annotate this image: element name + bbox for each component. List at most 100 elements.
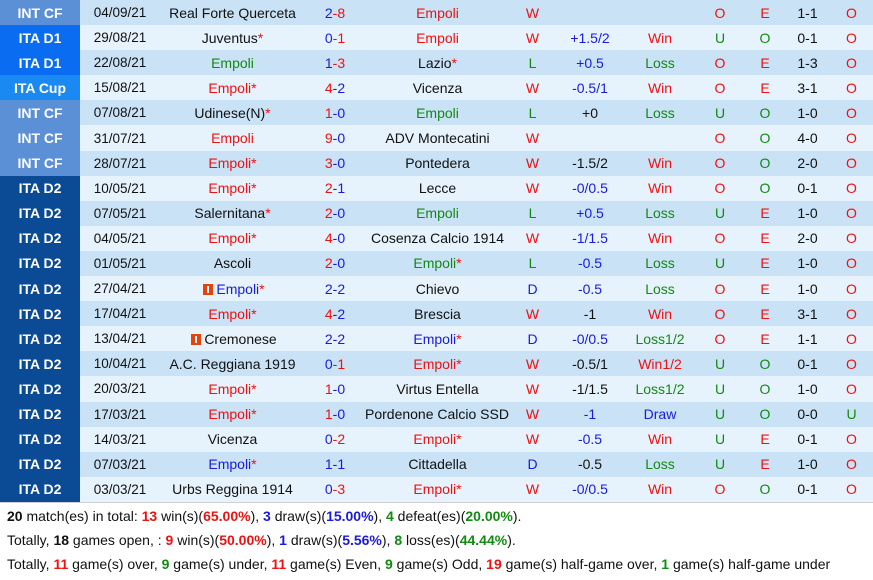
home-team-name[interactable]: Ascoli [213,255,252,272]
away-team-name[interactable]: ADV Montecatini [385,130,490,147]
home-team-name[interactable]: Empoli [208,155,252,172]
half-time-over-under: O [830,250,873,277]
score-cell[interactable]: 1-3 [305,50,365,76]
away-team-name[interactable]: Empoli [416,205,459,222]
league-badge[interactable]: ITA D2 [0,276,80,302]
league-badge[interactable]: ITA D2 [0,225,80,251]
score-cell[interactable]: 2-0 [305,250,365,277]
league-badge[interactable]: ITA D2 [0,326,80,352]
away-team-name[interactable]: Empoli [413,255,457,272]
away-team-cell: Lecce [365,175,510,201]
score-cell[interactable]: 4-2 [305,75,365,101]
handicap-result: Draw [625,401,695,427]
score-cell[interactable]: 4-0 [305,225,365,251]
score-cell[interactable]: 3-0 [305,150,365,176]
away-team-name[interactable]: Empoli [413,481,457,498]
away-team-name[interactable]: Vicenza [412,79,463,96]
league-badge[interactable]: INT CF [0,0,80,26]
home-team-name[interactable]: Empoli [208,456,252,473]
home-team-name[interactable]: Empoli [208,406,252,423]
half-time-score: 1-0 [785,376,830,402]
home-team-name[interactable]: Empoli [208,380,252,397]
score-cell[interactable]: 1-0 [305,401,365,427]
league-badge[interactable]: ITA D2 [0,250,80,277]
home-team-name[interactable]: Empoli [208,230,252,247]
league-badge[interactable]: ITA Cup [0,75,80,101]
handicap-line: +0.5 [555,200,625,226]
score-cell[interactable]: 2-0 [305,200,365,226]
odd-even: E [745,250,785,277]
score-cell[interactable]: 0-2 [305,426,365,452]
away-score: 2 [337,79,346,96]
league-badge[interactable]: ITA D2 [0,200,80,226]
home-team-name[interactable]: Urbs Reggina 1914 [172,481,293,498]
league-badge[interactable]: INT CF [0,100,80,126]
home-team-name[interactable]: Juventus [201,29,258,46]
away-team-name[interactable]: Empoli [413,355,457,372]
away-team-name[interactable]: Pordenone Calcio SSD [365,406,509,423]
away-team-name[interactable]: Pontedera [405,155,470,172]
half-time-over-under: O [830,351,873,377]
away-team-name[interactable]: Cosenza Calcio 1914 [370,230,505,247]
away-team-name[interactable]: Empoli [413,431,457,448]
score-cell[interactable]: 4-2 [305,301,365,327]
score-cell[interactable]: 2-1 [305,175,365,201]
league-badge[interactable]: INT CF [0,125,80,151]
league-badge[interactable]: ITA D2 [0,376,80,402]
home-team-name[interactable]: Cremonese [204,330,277,347]
score-cell[interactable]: 0-1 [305,25,365,51]
league-badge[interactable]: INT CF [0,150,80,176]
half-time-score: 0-1 [785,351,830,377]
home-team-name[interactable]: Empoli [208,79,252,96]
home-team-name[interactable]: Salernitana [194,205,266,222]
away-team-name[interactable]: Empoli [416,4,459,21]
score-cell[interactable]: 2-2 [305,276,365,302]
home-team-name[interactable]: Empoli [211,130,254,147]
away-team-name[interactable]: Brescia [414,305,461,322]
half-time-score: 1-0 [785,250,830,277]
away-team-name[interactable]: Cittadella [408,456,467,473]
away-team-name[interactable]: Lecce [418,180,457,197]
score-cell[interactable]: 0-1 [305,351,365,377]
score-cell[interactable]: 1-1 [305,451,365,477]
home-team-name[interactable]: Empoli [216,280,260,297]
home-team-name[interactable]: Empoli [208,305,252,322]
score-cell[interactable]: 9-0 [305,125,365,151]
league-badge[interactable]: ITA D2 [0,401,80,427]
league-badge[interactable]: ITA D2 [0,476,80,502]
away-team-name[interactable]: Empoli [416,29,459,46]
score-cell[interactable]: 1-0 [305,376,365,402]
league-badge[interactable]: ITA D2 [0,301,80,327]
home-team-name[interactable]: Vicenza [207,431,258,448]
match-date: 14/03/21 [80,426,160,452]
away-team-name[interactable]: Chievo [415,280,460,297]
score-cell[interactable]: 2-2 [305,326,365,352]
league-badge[interactable]: ITA D2 [0,175,80,201]
home-team-name[interactable]: Real Forte Querceta [169,4,296,21]
league-badge[interactable]: ITA D2 [0,351,80,377]
home-score: 0 [324,355,333,372]
home-marker-star: * [251,406,257,423]
home-score: 1 [324,104,333,121]
odd-even: E [745,50,785,76]
league-badge[interactable]: ITA D2 [0,426,80,452]
home-team-name[interactable]: Udinese(N) [194,104,266,121]
away-team-name[interactable]: Empoli [416,104,459,121]
half-time-score: 3-1 [785,75,830,101]
score-cell[interactable]: 1-0 [305,100,365,126]
home-team-name[interactable]: Empoli [208,180,252,197]
home-team-cell: Empoli* [160,150,305,176]
league-badge[interactable]: ITA D1 [0,50,80,76]
home-score: 9 [324,130,333,147]
summary-stat-value: 3 [263,507,271,524]
league-badge[interactable]: ITA D2 [0,451,80,477]
away-team-name[interactable]: Virtus Entella [396,380,479,397]
score-cell[interactable]: 2-8 [305,0,365,26]
result-wdl: W [510,25,555,51]
score-cell[interactable]: 0-3 [305,476,365,502]
home-team-name[interactable]: Empoli [211,54,254,71]
away-team-name[interactable]: Empoli [413,330,457,347]
home-team-name[interactable]: A.C. Reggiana 1919 [169,355,296,372]
away-team-name[interactable]: Lazio [418,54,452,71]
league-badge[interactable]: ITA D1 [0,25,80,51]
